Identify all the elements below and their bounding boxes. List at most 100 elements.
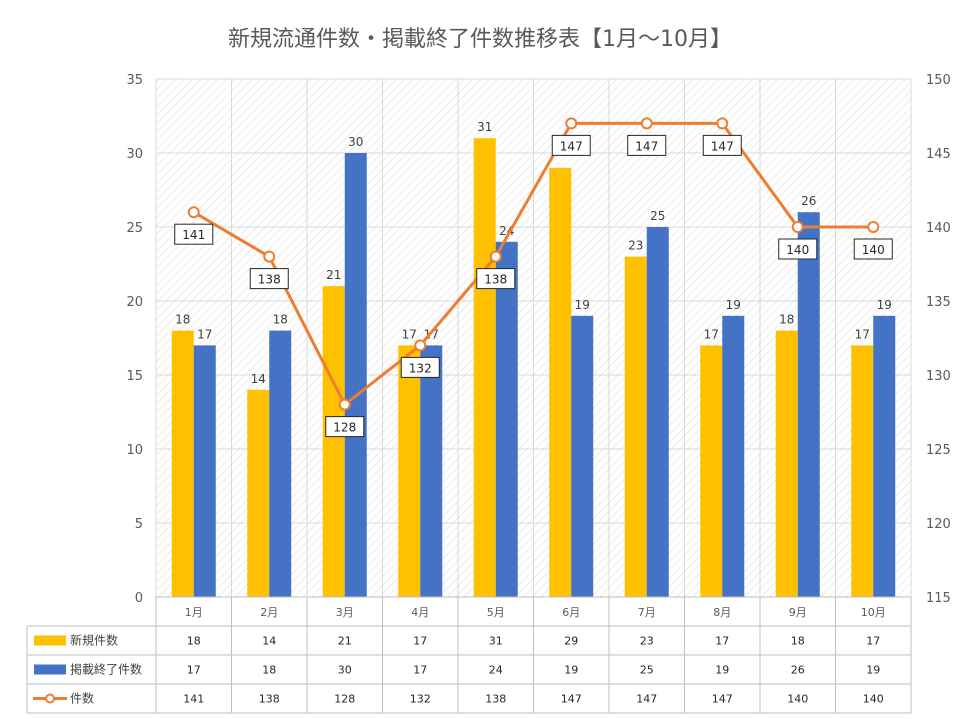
line-marker [187, 206, 200, 219]
table-cell: 132 [410, 693, 431, 706]
table-cell: 24 [489, 664, 503, 677]
bar-data-label: 21 [326, 268, 341, 282]
line-data-label-box [249, 268, 289, 290]
line-data-label-box [325, 416, 365, 438]
bar-ended [722, 315, 745, 597]
table-cell: 147 [561, 693, 582, 706]
table-cell: 19 [564, 664, 578, 677]
bar-ended [646, 227, 669, 597]
table-cell: 18 [187, 635, 201, 648]
table-cell: 17 [413, 635, 427, 648]
y-left-tick-label: 25 [126, 221, 143, 236]
y-right-tick-label: 135 [926, 295, 951, 310]
y-right-tick-label: 150 [926, 73, 951, 88]
bar-ended [571, 315, 594, 597]
line-data-label-box [853, 238, 893, 260]
bar-data-label: 26 [801, 194, 816, 208]
line-data-label: 138 [258, 273, 281, 287]
line-data-label-box [551, 134, 591, 156]
bar-data-label: 25 [650, 209, 665, 223]
x-category-label: 1月 [185, 606, 203, 619]
bar-data-label: 17 [402, 327, 417, 341]
bar-new [700, 345, 723, 597]
y-axis-right: 115 120 125 130 135 140 145 150 [926, 73, 951, 606]
x-category-label: 2月 [260, 606, 278, 619]
bar-new [624, 256, 647, 597]
table-cell: 128 [334, 693, 355, 706]
table-cell: 147 [712, 693, 733, 706]
y-axis-left: 0 5 10 15 20 25 30 35 [126, 73, 143, 606]
line-data-label-box [400, 356, 440, 378]
table-cell: 21 [338, 635, 352, 648]
line-data-label-box [778, 238, 818, 260]
line-marker [338, 398, 351, 411]
y-right-tick-label: 115 [926, 591, 951, 606]
table-cell: 19 [715, 664, 729, 677]
y-left-tick-label: 5 [135, 517, 143, 532]
x-category-label: 8月 [713, 606, 731, 619]
bar-data-label: 19 [877, 298, 892, 312]
legend-swatch [34, 664, 66, 675]
bar-data-label: 19 [726, 298, 741, 312]
table-cell: 138 [485, 693, 506, 706]
y-left-tick-label: 15 [126, 369, 143, 384]
line-marker [489, 250, 502, 263]
x-category-label: 6月 [562, 606, 580, 619]
legend-swatch-marker [45, 693, 55, 704]
bar-ended [269, 330, 292, 597]
x-category-label: 5月 [487, 606, 505, 619]
line-data-label-box [627, 134, 667, 156]
line-marker [867, 221, 880, 233]
legend-swatch [34, 635, 66, 646]
table-cell: 147 [636, 693, 657, 706]
table-cell: 14 [262, 635, 276, 648]
bar-new [851, 345, 874, 597]
line-marker [716, 117, 729, 130]
line-data-label: 132 [409, 361, 432, 375]
chart-title: 新規流通件数・掲載終了件数推移表【1月～10月】 [228, 27, 732, 52]
bar-data-label: 19 [575, 298, 590, 312]
line-data-label: 147 [711, 139, 734, 153]
bar-new [171, 330, 194, 597]
table-cell: 26 [791, 664, 805, 677]
line-data-label: 140 [786, 243, 809, 257]
line-data-label-box [702, 134, 742, 156]
x-category-label: 9月 [789, 606, 807, 619]
table-cell: 140 [787, 693, 808, 706]
line-marker [263, 250, 276, 263]
y-right-tick-label: 140 [926, 221, 951, 236]
table-cell: 17 [413, 664, 427, 677]
bar-data-label: 17 [855, 327, 870, 341]
y-left-tick-label: 30 [126, 147, 143, 162]
bar-data-label: 17 [704, 327, 719, 341]
line-data-label: 141 [182, 228, 205, 242]
line-labels: 141 138 128 132 138 147 147 147 140 140 [174, 134, 893, 438]
bar-data-label: 14 [251, 372, 266, 386]
bar-data-label: 17 [197, 327, 212, 341]
bar-new [398, 345, 421, 597]
line-marker [414, 339, 427, 352]
bar-data-label: 31 [477, 120, 492, 134]
table-cell: 17 [187, 664, 201, 677]
bar-data-label: 18 [175, 313, 190, 327]
bar-ended [797, 212, 820, 597]
line-marker [565, 117, 578, 130]
bar-new [322, 286, 345, 597]
line-data-label: 147 [635, 139, 658, 153]
table-cell: 18 [262, 664, 276, 677]
table-cell: 17 [866, 635, 880, 648]
bar-data-label: 23 [628, 239, 643, 253]
bars [171, 138, 896, 598]
y-right-tick-label: 130 [926, 369, 951, 384]
table-cell: 23 [640, 635, 654, 648]
bar-new [247, 389, 270, 597]
table-cell: 19 [866, 664, 880, 677]
table-cell: 17 [715, 635, 729, 648]
line-data-label: 140 [862, 243, 885, 257]
table-cell: 29 [564, 635, 578, 648]
bar-new [473, 138, 496, 597]
bar-new [549, 167, 572, 598]
bar-new [775, 330, 798, 597]
bar-data-label: 24 [499, 224, 514, 238]
y-left-tick-label: 10 [126, 443, 143, 458]
